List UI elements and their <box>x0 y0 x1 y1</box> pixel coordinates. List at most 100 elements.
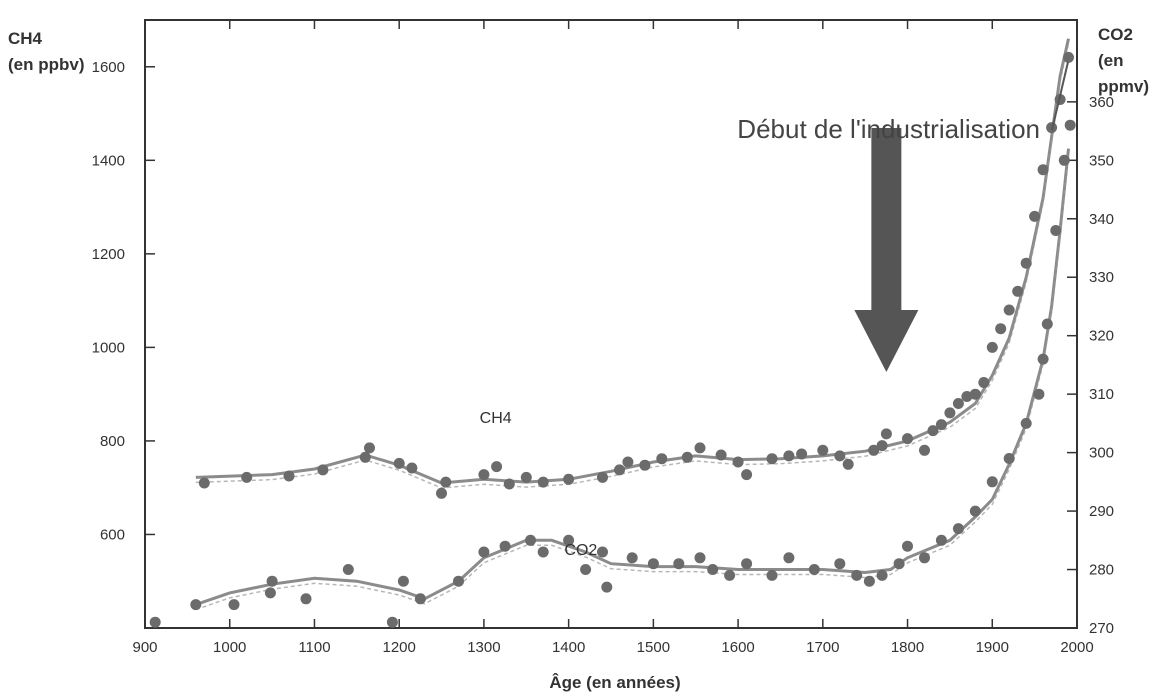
ch4-series-label: CH4 <box>480 410 512 427</box>
co2-point <box>266 575 278 587</box>
co2-point <box>537 546 549 558</box>
co2-point <box>414 593 426 605</box>
y-right-tick-label: 310 <box>1089 386 1114 403</box>
y-right-tick-label: 330 <box>1089 269 1114 286</box>
ch4-point <box>503 478 515 490</box>
co2-point <box>741 558 753 570</box>
y-right-title-line3: ppmv) <box>1098 77 1149 96</box>
co2-point <box>1041 318 1053 330</box>
co2-point <box>808 564 820 575</box>
ch4-point <box>919 444 930 456</box>
ch4-point <box>817 444 829 456</box>
ch4-point <box>796 448 808 460</box>
co2-point <box>264 587 276 599</box>
ch4-point <box>283 470 295 482</box>
co2-point <box>300 593 312 605</box>
ch4-point <box>537 476 549 488</box>
co2-point <box>499 540 511 552</box>
y-left-tick-label: 1600 <box>92 59 125 76</box>
co2-point <box>1037 353 1049 365</box>
co2-point <box>453 575 464 587</box>
ch4-point <box>241 471 253 483</box>
ch4-point <box>944 407 956 419</box>
co2-point <box>1033 388 1045 400</box>
co2-point <box>724 569 736 581</box>
co2-point <box>149 616 161 628</box>
co2-point <box>1020 417 1032 429</box>
co2-point <box>919 552 930 564</box>
ch4-point <box>436 487 447 499</box>
x-tick-label: 1900 <box>976 639 1009 656</box>
co2-point <box>397 575 409 587</box>
ch4-point <box>978 377 990 388</box>
industrialisation-pointer-line <box>1051 61 1069 131</box>
y-right-tick-label: 300 <box>1089 445 1114 462</box>
x-axis-title: Âge (en années) <box>549 673 680 692</box>
y-right-tick-label: 320 <box>1089 328 1114 345</box>
ch4-point <box>927 425 939 437</box>
y-left-tick-label: 1000 <box>92 339 125 356</box>
co2-point <box>386 616 398 628</box>
co2-point <box>893 558 905 570</box>
plot-area: 900 1000 1100 1200 1300 1400 1500 1600 1700 1800 1… <box>92 19 1114 656</box>
x-tick-label: 1500 <box>637 639 670 656</box>
y-left-tick-label: 600 <box>100 526 125 543</box>
ch4-point <box>491 461 503 473</box>
co2-point <box>969 505 981 517</box>
ch4-point <box>961 391 973 402</box>
ch4-point <box>622 456 634 468</box>
ch4-trend-line-secondary <box>195 43 1070 489</box>
x-tick-label: 1000 <box>213 639 246 656</box>
ch4-point <box>986 341 998 353</box>
ch4-point <box>868 444 880 456</box>
x-tick-label: 1700 <box>806 639 839 656</box>
y-right-tick-label: 340 <box>1089 211 1114 228</box>
x-tick-label: 1100 <box>298 639 330 656</box>
ch4-point <box>1037 164 1049 176</box>
co2-point <box>766 569 778 581</box>
co2-point <box>1003 453 1015 464</box>
co2-point <box>783 552 795 564</box>
ch4-point <box>393 457 405 469</box>
plot-frame <box>144 19 1078 629</box>
ch4-point <box>880 428 892 440</box>
x-tick-label: 1800 <box>891 639 924 656</box>
ch4-point <box>732 456 744 468</box>
ch4-point <box>952 398 964 409</box>
ch4-point <box>842 458 854 470</box>
co2-point <box>342 564 354 575</box>
ch4-point <box>406 462 418 474</box>
y-right-tick-label: 350 <box>1089 152 1114 169</box>
ch4-point <box>478 469 490 481</box>
ch4-point <box>969 388 981 400</box>
ch4-point <box>317 464 329 476</box>
co2-point <box>626 552 638 564</box>
co2-point <box>647 558 659 570</box>
x-tick-label: 2000 <box>1060 639 1093 656</box>
co2-point <box>478 546 490 558</box>
ch4-point <box>694 442 706 454</box>
co2-point <box>563 534 575 546</box>
industrialisation-label: Début de l'industrialisation <box>737 114 1040 144</box>
y-right-title-line2: (en <box>1098 51 1124 70</box>
ch4-point <box>359 451 371 463</box>
y-left-title-line2: (en ppbv) <box>8 55 85 74</box>
ch4-point <box>639 459 651 471</box>
co2-point <box>935 534 947 546</box>
co2-point <box>1058 154 1070 166</box>
x-tick-label: 1300 <box>467 639 500 656</box>
ch4-point <box>766 453 778 465</box>
x-tick-label: 900 <box>132 639 157 656</box>
co2-point <box>986 476 998 488</box>
ch4-point <box>520 471 532 483</box>
co2-point <box>851 569 863 581</box>
co2-point <box>834 558 846 570</box>
ch4-point <box>783 450 795 462</box>
ch4-point <box>198 477 210 489</box>
ch4-point <box>834 450 846 462</box>
co2-point <box>597 546 608 558</box>
y-right-title-line1: CO2 <box>1098 25 1133 44</box>
ch4-point <box>876 440 888 452</box>
co2-point <box>1064 119 1076 131</box>
co2-point <box>694 552 706 564</box>
